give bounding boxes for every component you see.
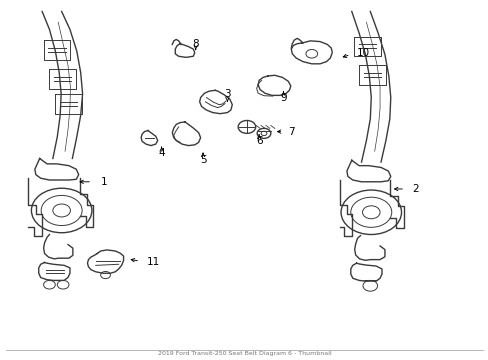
Text: 1: 1	[101, 177, 107, 187]
Text: 11: 11	[147, 257, 160, 267]
Text: 2: 2	[412, 184, 419, 194]
Text: 10: 10	[356, 48, 369, 58]
Text: 7: 7	[288, 127, 294, 136]
Text: 2019 Ford Transit-250 Seat Belt Diagram 6 - Thumbnail: 2019 Ford Transit-250 Seat Belt Diagram …	[157, 351, 331, 356]
Text: 6: 6	[255, 136, 262, 145]
Text: 5: 5	[199, 155, 206, 165]
Text: 8: 8	[192, 39, 199, 49]
Text: 9: 9	[280, 93, 286, 103]
Text: 4: 4	[158, 148, 164, 158]
Text: 3: 3	[224, 89, 230, 99]
